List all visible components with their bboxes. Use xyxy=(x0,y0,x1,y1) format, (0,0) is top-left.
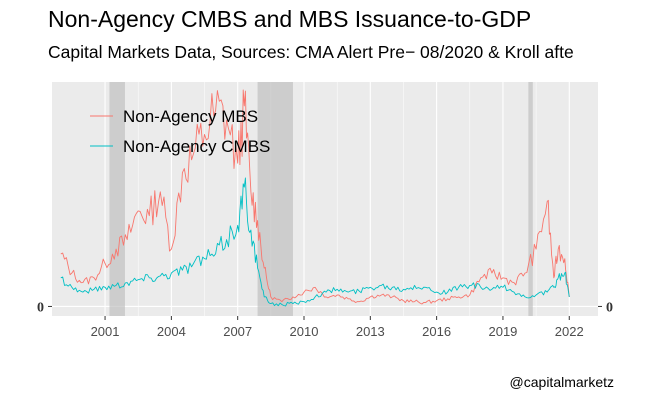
x-tick-label: 2010 xyxy=(290,324,319,339)
x-tick-label: 2004 xyxy=(157,324,186,339)
series-lines xyxy=(60,89,570,307)
series-line-non-agency-cmbs xyxy=(60,177,570,307)
x-tick-label: 2019 xyxy=(488,324,517,339)
recession-band xyxy=(528,82,533,316)
plot-panel xyxy=(52,82,598,316)
series-line-non-agency-mbs xyxy=(60,89,570,305)
legend-label: Non-Agency CMBS xyxy=(123,137,270,156)
major-gridlines xyxy=(52,82,598,316)
y-tick-label-left: 0 xyxy=(37,300,44,315)
recession-band xyxy=(257,82,293,316)
x-tick-label: 2016 xyxy=(422,324,451,339)
x-tick-label: 2007 xyxy=(223,324,252,339)
chart-subtitle: Capital Markets Data, Sources: CMA Alert… xyxy=(48,42,574,62)
legend-label: Non-Agency MBS xyxy=(123,107,258,126)
legend: Non-Agency MBS Non-Agency CMBS xyxy=(90,107,270,156)
x-tick-label: 2001 xyxy=(91,324,120,339)
chart-caption: @capitalmarketz xyxy=(509,374,614,390)
axes: 2001 2004 2007 2010 2013 2016 2019 2022 0 0 xyxy=(37,300,613,339)
x-tick-label: 2022 xyxy=(555,324,584,339)
x-tick-label: 2013 xyxy=(356,324,385,339)
y-tick-label-right: 0 xyxy=(606,300,613,315)
chart-title: Non-Agency CMBS and MBS Issuance-to-GDP xyxy=(48,6,532,32)
